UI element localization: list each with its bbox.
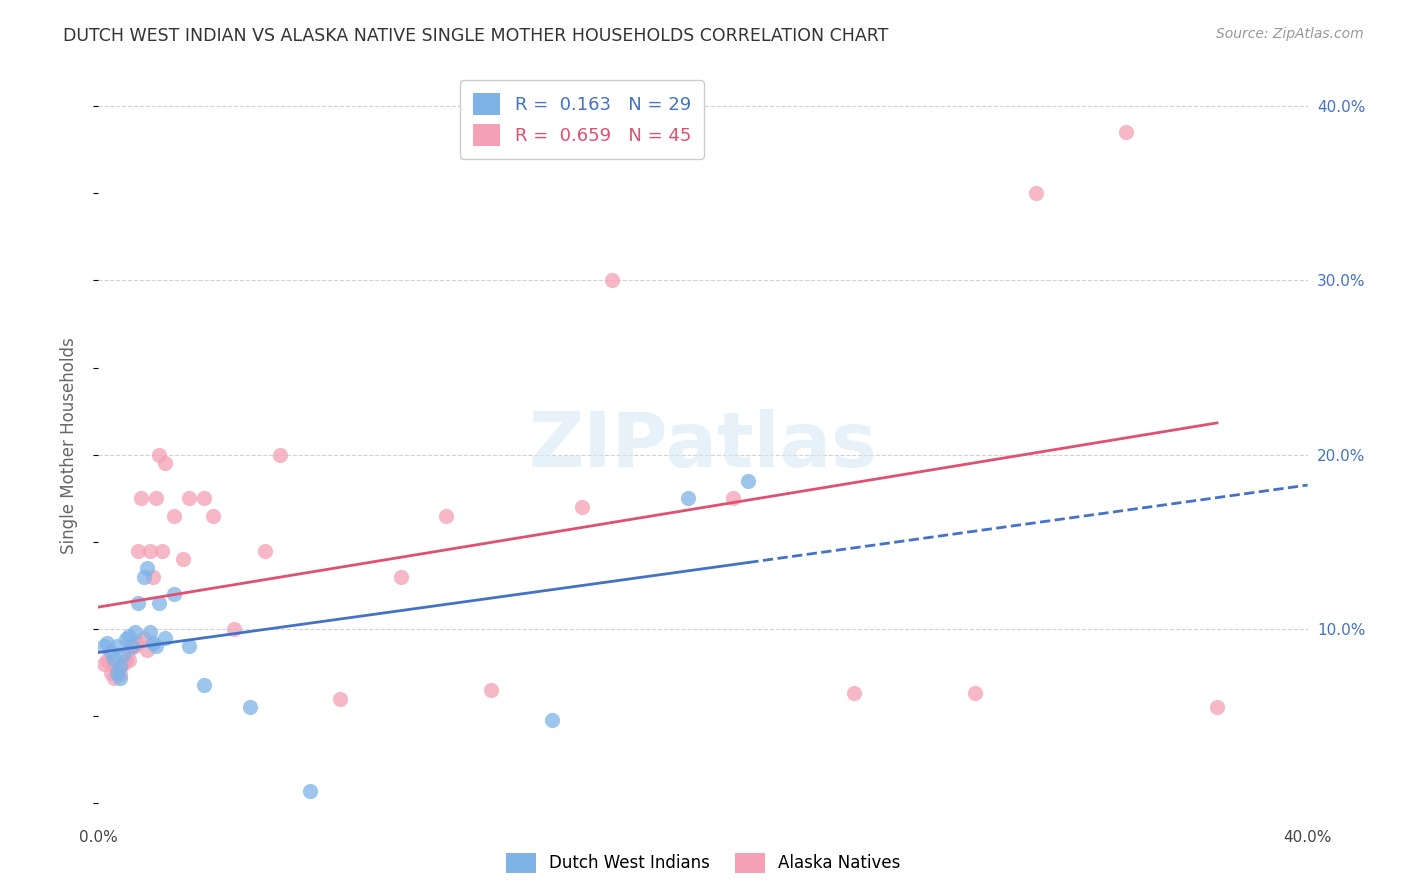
Point xyxy=(135,561,157,575)
Y-axis label: Single Mother Households: Single Mother Households xyxy=(59,338,77,554)
Point xyxy=(142,570,165,584)
Point xyxy=(299,784,322,798)
Point xyxy=(127,596,149,610)
Point xyxy=(132,570,155,584)
Point xyxy=(114,632,136,647)
Point xyxy=(124,625,146,640)
Point xyxy=(105,665,128,680)
Point xyxy=(481,682,503,697)
Point xyxy=(202,508,225,523)
Point xyxy=(121,640,143,654)
Point xyxy=(1024,186,1046,201)
Point xyxy=(139,543,162,558)
Point xyxy=(224,622,246,636)
Point xyxy=(111,648,134,662)
Point xyxy=(571,500,593,514)
Point xyxy=(103,658,125,673)
Point xyxy=(118,653,141,667)
Point xyxy=(127,543,149,558)
Legend: Dutch West Indians, Alaska Natives: Dutch West Indians, Alaska Natives xyxy=(499,847,907,880)
Point xyxy=(389,570,412,584)
Point xyxy=(93,640,115,654)
Point xyxy=(723,491,745,506)
Point xyxy=(269,448,291,462)
Point xyxy=(127,636,149,650)
Point xyxy=(540,713,562,727)
Point xyxy=(96,653,118,667)
Point xyxy=(434,508,457,523)
Point xyxy=(965,686,987,700)
Point xyxy=(329,691,352,706)
Point xyxy=(124,640,146,654)
Point xyxy=(602,273,624,287)
Point xyxy=(1115,125,1137,139)
Point xyxy=(172,552,194,566)
Point xyxy=(93,657,115,671)
Point xyxy=(100,665,122,680)
Point xyxy=(108,671,131,685)
Text: Source: ZipAtlas.com: Source: ZipAtlas.com xyxy=(1216,27,1364,41)
Point xyxy=(118,629,141,643)
Point xyxy=(145,640,167,654)
Text: DUTCH WEST INDIAN VS ALASKA NATIVE SINGLE MOTHER HOUSEHOLDS CORRELATION CHART: DUTCH WEST INDIAN VS ALASKA NATIVE SINGL… xyxy=(63,27,889,45)
Point xyxy=(253,543,276,558)
Point xyxy=(121,640,143,654)
Point xyxy=(111,657,134,671)
Point xyxy=(96,636,118,650)
Point xyxy=(129,491,152,506)
Point xyxy=(163,587,186,601)
Text: ZIPatlas: ZIPatlas xyxy=(529,409,877,483)
Point xyxy=(163,508,186,523)
Point xyxy=(1206,700,1229,714)
Point xyxy=(103,651,125,665)
Point xyxy=(844,686,866,700)
Point xyxy=(148,448,170,462)
Point xyxy=(179,640,201,654)
Point xyxy=(193,491,215,506)
Point xyxy=(118,643,141,657)
Point xyxy=(105,640,128,654)
Point xyxy=(139,625,162,640)
Point xyxy=(676,491,699,506)
Point xyxy=(105,664,128,678)
Point xyxy=(150,543,173,558)
Point xyxy=(737,474,759,488)
Point xyxy=(179,491,201,506)
Legend: R =  0.163   N = 29, R =  0.659   N = 45: R = 0.163 N = 29, R = 0.659 N = 45 xyxy=(461,80,703,159)
Point xyxy=(135,643,157,657)
Point xyxy=(142,636,165,650)
Point xyxy=(103,671,125,685)
Point xyxy=(108,660,131,674)
Point xyxy=(108,667,131,681)
Point xyxy=(108,658,131,673)
Point xyxy=(153,631,176,645)
Point xyxy=(114,653,136,667)
Point xyxy=(132,631,155,645)
Point xyxy=(193,678,215,692)
Point xyxy=(153,457,176,471)
Point xyxy=(148,596,170,610)
Point xyxy=(239,700,262,714)
Point xyxy=(100,645,122,659)
Point xyxy=(145,491,167,506)
